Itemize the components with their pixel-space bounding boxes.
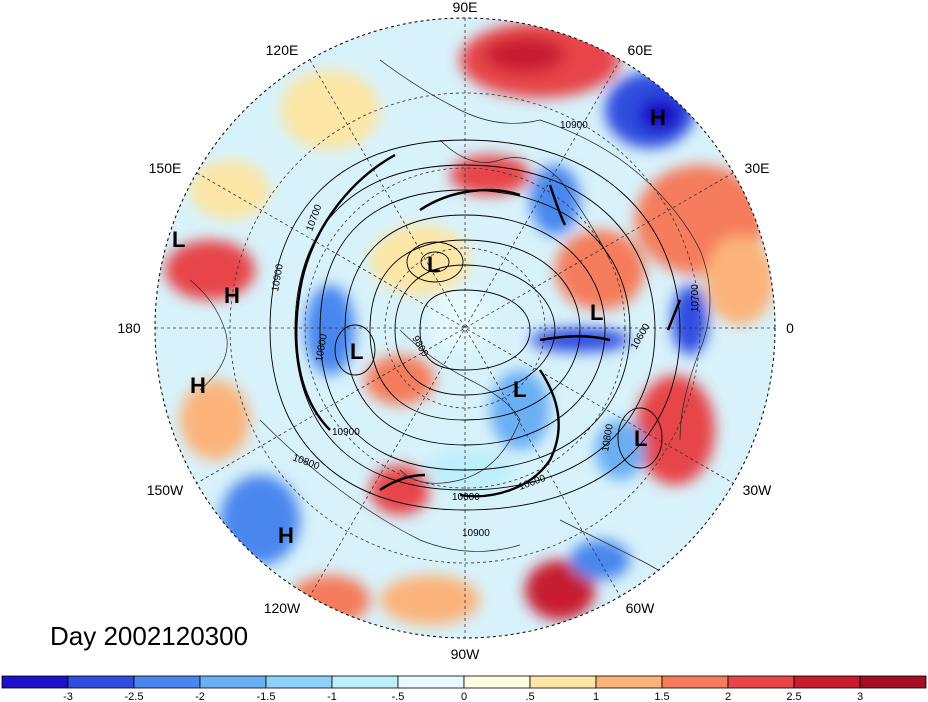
colorbar-swatch bbox=[529, 675, 597, 689]
colorbar-tick-label: 2.5 bbox=[786, 691, 801, 702]
colorbar-tick-label: -2 bbox=[195, 691, 205, 702]
longitude-label: 60E bbox=[628, 42, 653, 58]
contour-label: 10800 bbox=[314, 333, 330, 363]
longitude-label: 60W bbox=[626, 600, 656, 616]
contour-label: 10700 bbox=[690, 284, 701, 312]
colorbar-swatch bbox=[727, 675, 795, 689]
contour-label: 10900 bbox=[560, 120, 588, 131]
longitude-label: 150W bbox=[147, 482, 184, 498]
pressure-label: H bbox=[650, 105, 666, 130]
colorbar-swatch bbox=[661, 675, 729, 689]
pressure-label: H bbox=[190, 373, 206, 398]
colorbar-swatch bbox=[595, 675, 663, 689]
longitude-label: 90E bbox=[453, 0, 478, 15]
pressure-label: L bbox=[590, 300, 603, 325]
colorbar-swatch bbox=[67, 675, 135, 689]
colorbar-swatch bbox=[397, 675, 465, 689]
contour-label: 10600 bbox=[452, 492, 480, 503]
colorbar-tick-label: -2.5 bbox=[125, 691, 144, 702]
colorbar-tick-label: .5 bbox=[525, 691, 534, 702]
colorbar-swatch bbox=[1, 675, 69, 689]
longitude-label: 30E bbox=[745, 160, 770, 176]
colorbar-swatch bbox=[199, 675, 267, 689]
colorbar-tick-label: -.5 bbox=[392, 691, 405, 702]
colorbar-tick-label: -3 bbox=[63, 691, 73, 702]
contour-label: 10900 bbox=[270, 263, 286, 293]
colorbar-swatch bbox=[859, 675, 927, 689]
longitude-label: 90W bbox=[451, 646, 481, 662]
colorbar-swatch bbox=[463, 675, 531, 689]
longitude-label: 180 bbox=[117, 320, 141, 336]
colorbar-tick-label: 0 bbox=[461, 691, 467, 702]
pressure-label: H bbox=[224, 283, 240, 308]
pressure-label: L bbox=[634, 426, 647, 451]
colorbar-tick-label: -1 bbox=[327, 691, 337, 702]
colorbar-tick-label: -1.5 bbox=[257, 691, 276, 702]
longitude-label: 120W bbox=[264, 600, 301, 616]
longitude-labels: 90E 60E 30E 0 30W 60W 90W 120W 150W 180 … bbox=[117, 0, 794, 662]
pressure-label: H bbox=[278, 523, 294, 548]
contour-label: 10900 bbox=[462, 528, 490, 539]
height-contours bbox=[269, 139, 681, 511]
colorbar-swatch bbox=[793, 675, 861, 689]
colorbar-tick-label: 2 bbox=[725, 691, 731, 702]
longitude-label: 30W bbox=[743, 482, 773, 498]
pressure-label: L bbox=[350, 339, 363, 364]
contour-label: 10800 bbox=[600, 423, 616, 453]
pressure-label: L bbox=[427, 252, 440, 277]
colorbar-swatch bbox=[331, 675, 399, 689]
jet-contours bbox=[295, 153, 682, 498]
pressure-label: L bbox=[513, 377, 526, 402]
longitude-label: 0 bbox=[786, 320, 794, 336]
graticule bbox=[155, 18, 775, 638]
pressure-markers: H L H L L L H L L H bbox=[172, 105, 666, 548]
date-title: Day 2002120300 bbox=[50, 621, 248, 651]
colorbar-swatch bbox=[133, 675, 201, 689]
map-border bbox=[154, 17, 776, 639]
colorbar-tick-label: 3 bbox=[857, 691, 863, 702]
colorbar-tick-label: 1 bbox=[593, 691, 599, 702]
colorbar-swatch bbox=[265, 675, 333, 689]
colorbar-tick-label: 1.5 bbox=[654, 691, 669, 702]
contour-label: 10900 bbox=[332, 427, 360, 438]
longitude-label: 120E bbox=[266, 42, 299, 58]
colorbar: -3 -2.5 -2 -1.5 -1 -.5 0 .5 1 1.5 2 2.5 3 bbox=[1, 675, 927, 702]
pressure-label: L bbox=[172, 227, 185, 252]
longitude-label: 150E bbox=[149, 160, 182, 176]
